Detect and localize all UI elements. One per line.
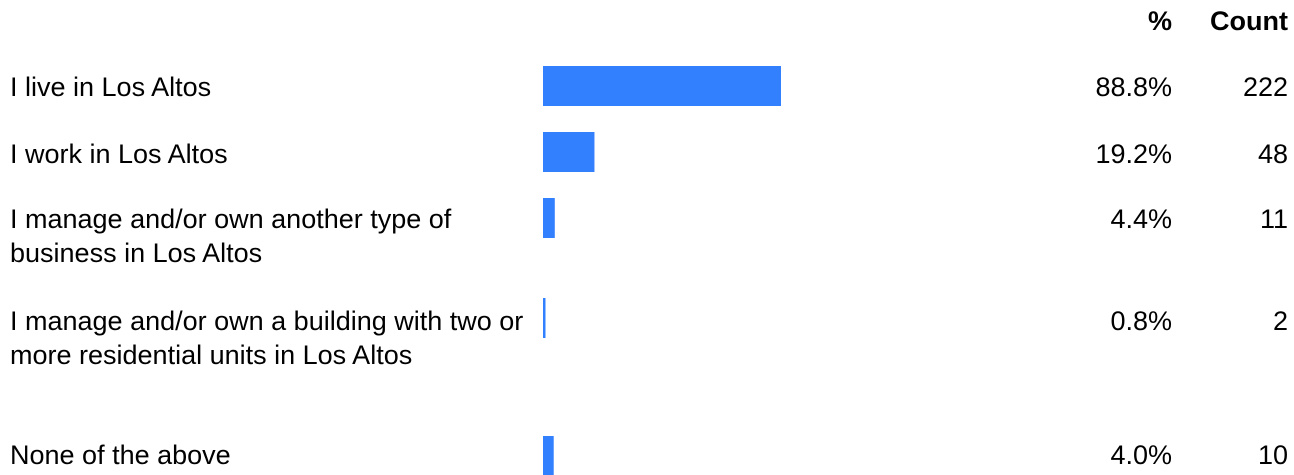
row-percent: 4.4%: [1110, 204, 1172, 234]
row-label: I manage and/or own a building with two …: [10, 306, 524, 370]
percent-column-header: %: [1147, 6, 1172, 36]
row-percent: 19.2%: [1095, 139, 1172, 169]
row-label: I work in Los Altos: [10, 139, 228, 169]
bar: [543, 298, 546, 338]
row-count: 10: [1257, 440, 1288, 470]
bar: [543, 198, 555, 238]
row-count: 2: [1272, 306, 1288, 336]
bar: [543, 132, 595, 172]
count-column-header: Count: [1210, 6, 1288, 36]
row-label: I live in Los Altos: [10, 72, 212, 102]
bar: [543, 436, 554, 475]
row-count: 222: [1242, 72, 1288, 102]
row-label: I manage and/or own another type of busi…: [10, 204, 452, 268]
row-count: 48: [1257, 139, 1288, 169]
row-percent: 4.0%: [1110, 440, 1172, 470]
row-count: 11: [1259, 204, 1288, 234]
row-percent: 88.8%: [1095, 72, 1172, 102]
row-label: None of the above: [10, 440, 231, 470]
bar: [543, 66, 781, 106]
row-percent: 0.8%: [1110, 306, 1172, 336]
